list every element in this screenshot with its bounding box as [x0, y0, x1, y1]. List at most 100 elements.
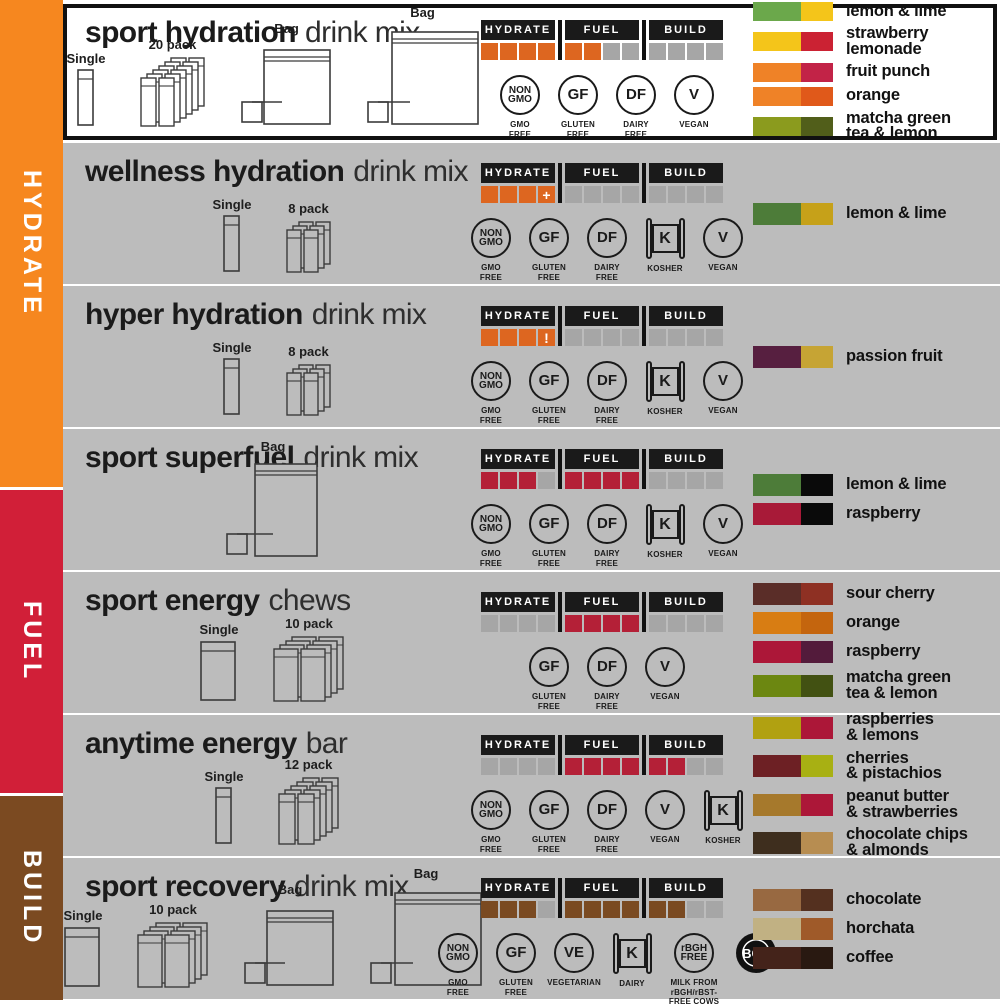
product-title-bold: sport energy	[85, 584, 260, 617]
flavor-swatch-right	[801, 202, 833, 225]
meter-section-build: BUILD	[649, 163, 723, 203]
bag-icon	[366, 31, 479, 125]
flavor-swatch-right	[801, 755, 833, 778]
badge-gf: GF GLUTEN FREE	[524, 504, 574, 568]
flavor-swatch-left	[753, 716, 801, 739]
meter-cell	[481, 615, 498, 632]
flavor-list: sour cherry orange raspberry matcha green te…	[753, 572, 951, 713]
badge-circle-icon: GF	[496, 933, 536, 973]
meter-section-fuel: FUEL	[565, 306, 639, 346]
badge-circle-icon: NON GMO	[471, 504, 511, 544]
meter-header-hydrate: HYDRATE	[481, 592, 555, 612]
meter-cell	[622, 472, 639, 489]
meter-and-badges: HYDRATE FUEL BUILD GF GLUTEN FREE DF DAIRY FREE V…	[481, 592, 733, 711]
package-art	[135, 919, 211, 989]
sidebar-label-build: BUILD	[18, 849, 46, 947]
meter-cell	[519, 901, 536, 918]
kosher-scroll-icon: K	[645, 504, 685, 545]
meter-cell	[706, 472, 723, 489]
flavor-swatch-right	[801, 116, 833, 136]
badge-circle-icon: DF	[587, 647, 627, 687]
meter-cell	[687, 472, 704, 489]
badge-circle-icon: DF	[587, 504, 627, 544]
meter-cell	[500, 329, 517, 346]
meter-section-build: BUILD	[649, 306, 723, 346]
meter-cell	[649, 758, 666, 775]
badge-circle-icon: V	[703, 361, 743, 401]
flavor-swatch-left	[753, 345, 801, 368]
flavor-row: cherries & pistachios	[753, 749, 968, 782]
meter-divider	[642, 449, 646, 489]
package-art	[240, 38, 334, 128]
meter-cells-hydrate	[481, 901, 555, 918]
flavor-name: horchata	[846, 918, 915, 937]
package-8-pack: 8 pack	[284, 201, 334, 274]
certification-badges: NON GMO GMO FREE GF GLUTEN FREE DF DAIRY FREE V VEG…	[471, 790, 743, 854]
meter-cell	[565, 43, 582, 60]
flavor-swatch	[753, 917, 833, 940]
package-single: Single	[199, 622, 239, 703]
product-title-bold: sport hydration	[85, 16, 297, 49]
flavor-name: matcha green tea & lemon	[846, 108, 951, 143]
meter-cell	[481, 329, 498, 346]
badge-caption: DAIRY FREE	[594, 549, 620, 568]
product-row-hyper-hydration: hyper hydration drink mix Single 8 pack HYDR…	[63, 286, 1000, 427]
badge-text-line: DF	[626, 85, 646, 103]
badge-text-line: V	[717, 228, 728, 246]
package-label: 20 pack	[148, 37, 197, 52]
meter-cell	[668, 329, 685, 346]
flavor-row: chocolate	[753, 888, 921, 911]
product-title-light: bar	[305, 727, 348, 760]
meter-cells-build	[649, 615, 723, 632]
badge-text-line: GMO	[508, 94, 532, 105]
meter-section-hydrate: HYDRATE	[481, 20, 555, 60]
flavor-swatch-left	[753, 2, 801, 22]
badge-circle-icon: GF	[529, 790, 569, 830]
badge-text-line: NON	[479, 513, 503, 525]
meter-cell	[519, 186, 536, 203]
meter-cell	[687, 758, 704, 775]
flavor-swatch	[753, 583, 833, 606]
flavor-swatch	[753, 2, 833, 22]
badge-text-line: VE	[563, 943, 584, 961]
meter-cells-hydrate	[481, 758, 555, 775]
flavor-swatch-right	[801, 716, 833, 739]
meter-cell	[668, 186, 685, 203]
kosher-scroll-icon: K	[612, 933, 652, 974]
package-art	[276, 774, 342, 846]
flavor-swatch-right	[801, 345, 833, 368]
package-single: Single	[63, 908, 103, 989]
meter-cell	[538, 472, 555, 489]
meter-cell	[649, 43, 666, 60]
flavor-row: peanut butter & strawberries	[753, 788, 968, 820]
bag-icon	[226, 463, 318, 557]
product-row-anytime-energy: anytime energy bar Single 12 pack HYDRATE FUE…	[63, 711, 1000, 858]
badge-non-gmo: NON GMO GMO FREE	[466, 361, 516, 425]
meter-cell	[584, 43, 601, 60]
badge-circle-icon: NON GMO	[471, 790, 511, 830]
package-single: Single	[204, 769, 244, 846]
flavor-swatch-left	[753, 917, 801, 940]
badge-text-line: V	[659, 800, 670, 818]
badge-rbgh-free: rBGH FREE MILK FROM rBGH/rBST- FREE COWS	[665, 933, 723, 1007]
single-packet-icon	[77, 69, 94, 126]
badge-caption: GLUTEN FREE	[560, 120, 596, 139]
meter-cell	[649, 472, 666, 489]
bag-icon	[244, 910, 334, 986]
certification-badges: GF GLUTEN FREE DF DAIRY FREE V VEGAN	[481, 647, 733, 711]
nutrition-meter: HYDRATE FUEL BUILD	[481, 878, 733, 918]
meter-section-hydrate: HYDRATE	[481, 449, 555, 489]
meter-cell	[519, 43, 536, 60]
package-label: 12 pack	[284, 757, 333, 772]
flavor-row: strawberry lemonade	[753, 25, 951, 57]
badge-text-line: GMO	[479, 380, 503, 391]
meter-cell	[706, 758, 723, 775]
meter-cell	[538, 615, 555, 632]
nutrition-meter: HYDRATE FUEL BUILD	[481, 592, 733, 632]
meter-divider	[558, 449, 562, 489]
flavor-swatch-right	[801, 503, 833, 525]
badge-text-line: V	[659, 657, 670, 675]
meter-cell	[519, 758, 536, 775]
meter-header-hydrate: HYDRATE	[481, 735, 555, 755]
flavor-swatch-left	[753, 612, 801, 635]
